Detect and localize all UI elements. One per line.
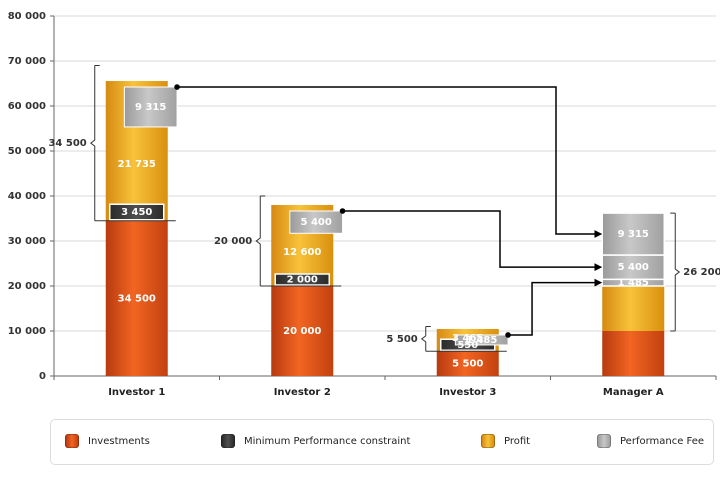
bar-investments — [602, 331, 665, 376]
legend-swatch-investments — [65, 434, 79, 448]
bar-performance-fee — [601, 212, 665, 256]
y-axis: 0 10 000 20 000 30 000 40 000 50 000 60 000 70 … — [8, 11, 55, 382]
legend-label-investments: Investments — [88, 435, 150, 447]
bar-label-profit: 3 465 — [452, 333, 483, 344]
brace-label: 5 500 — [386, 334, 417, 345]
bar-performance-fee — [123, 86, 178, 128]
arrow-line — [177, 86, 603, 239]
bar-label-investments: 34 500 — [118, 293, 156, 304]
y-tick-label: 60 000 — [8, 101, 46, 112]
legend-label-performance-fee: Performance Fee — [620, 435, 705, 447]
x-tick-label: Investor 2 — [274, 387, 331, 398]
arrow-line — [508, 278, 603, 336]
y-tick-label: 40 000 — [8, 191, 46, 202]
brace — [670, 212, 681, 332]
bar-performance-fee — [601, 254, 665, 281]
bar-investments — [105, 220, 168, 376]
legend-item-min-performance: Minimum Performance constraint — [221, 434, 410, 448]
legend: Investments Minimum Performance constrai… — [50, 419, 714, 465]
brace — [89, 65, 100, 222]
bar-min-performance — [274, 273, 330, 286]
bar-label-min-performance: 2 000 — [287, 275, 318, 286]
legend-swatch-profit — [481, 434, 495, 448]
x-tick-label: Investor 1 — [108, 387, 165, 398]
legend-label-min-performance: Minimum Performance constraint — [244, 435, 411, 447]
bar-investments — [271, 286, 334, 376]
y-tick-label: 10 000 — [8, 326, 46, 337]
bar-label-profit: 21 735 — [118, 159, 156, 170]
brace-annotations: 34 500 20 000 5 500 26 200 — [48, 65, 720, 352]
x-axis: Investor 1 Investor 2 Investor 3 Manager A — [53, 375, 717, 398]
bar-label-investments: 20 000 — [283, 326, 321, 337]
x-tick-label: Manager A — [603, 387, 664, 398]
legend-swatch-performance-fee — [597, 434, 611, 448]
brace-label: 34 500 — [48, 138, 86, 149]
y-tick-label: 0 — [39, 371, 46, 382]
brace-label: 20 000 — [214, 236, 252, 247]
bars — [105, 81, 665, 376]
bar-label-min-performance: 550 — [457, 340, 478, 351]
bar-label-performance-fee: 5 400 — [301, 217, 332, 228]
y-tick-label: 50 000 — [8, 146, 46, 157]
legend-swatch-min-performance — [221, 434, 235, 448]
bar-performance-fee — [454, 334, 509, 346]
bar-investments — [436, 351, 499, 376]
y-tick-label: 70 000 — [8, 56, 46, 67]
bar-label-performance-fee: 5 400 — [618, 262, 649, 273]
bar-min-performance — [109, 203, 165, 221]
bar-label-performance-fee: 1 485 — [618, 278, 649, 289]
brace-label: 26 200 — [683, 267, 720, 278]
segment-labels: 34 500 3 450 21 735 9 315 20 000 2 000 12 600 5… — [118, 102, 649, 370]
fee-transfer-arrows — [174, 84, 603, 338]
legend-item-performance-fee: Performance Fee — [597, 434, 704, 448]
bar-label-performance-fee: 9 315 — [135, 102, 166, 113]
brace — [420, 326, 431, 352]
bar-label-min-performance: 3 450 — [121, 207, 152, 218]
y-tick-label: 80 000 — [8, 11, 46, 22]
bar-profit — [602, 286, 665, 331]
x-tick-label: Investor 3 — [439, 387, 496, 398]
y-tick-label: 30 000 — [8, 236, 46, 247]
legend-item-profit: Profit — [481, 434, 530, 448]
bar-label-performance-fee: 1 485 — [466, 335, 497, 346]
arrow-line — [342, 210, 603, 272]
brace — [255, 195, 266, 287]
legend-item-investments: Investments — [65, 434, 150, 448]
bar-label-performance-fee: 9 315 — [618, 229, 649, 240]
bar-label-investments: 5 500 — [452, 359, 483, 370]
bar-label-profit: 12 600 — [283, 247, 321, 258]
legend-label-profit: Profit — [504, 435, 531, 447]
y-tick-label: 20 000 — [8, 281, 46, 292]
bar-performance-fee — [289, 210, 344, 234]
